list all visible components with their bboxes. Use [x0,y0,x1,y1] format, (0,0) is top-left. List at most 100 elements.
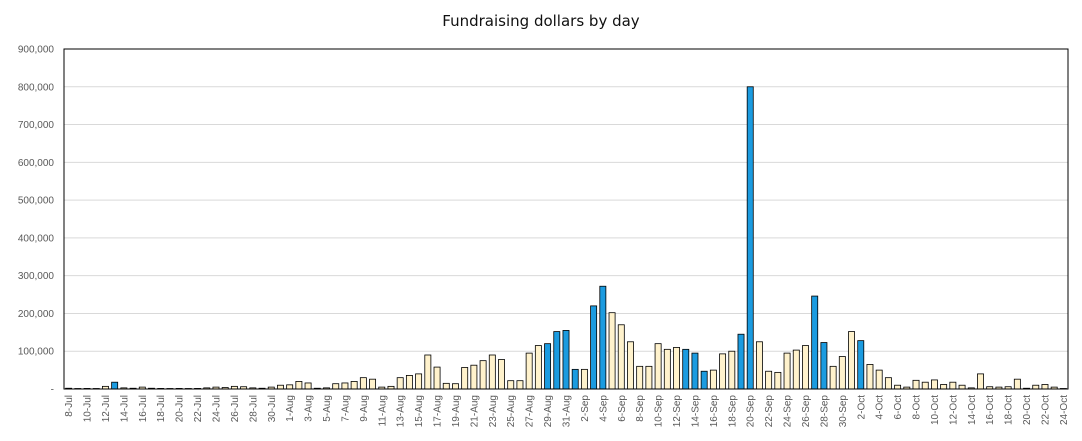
x-tick-label: 25-Aug [506,395,517,427]
bar-17-Sep [719,353,727,390]
bar-7-Aug [341,382,349,390]
x-tick-label: 20-Jul [175,395,186,422]
bar-29-Sep [829,365,837,390]
bar-20-Sep [746,86,754,390]
x-tick-label: 16-Jul [138,395,149,422]
y-tick-label: 400,000 [18,233,55,244]
axes [63,48,1069,390]
bar-9-Sep [645,365,653,390]
x-tick-label: 8-Sep [635,395,646,422]
bar-1-Sep [571,368,579,390]
bar-10-Sep [654,343,662,390]
bar-2-Aug [295,381,303,390]
y-tick-label: 300,000 [18,271,55,282]
bar-18-Aug [442,382,450,390]
x-tick-label: 10-Jul [83,395,94,422]
x-tick-label: 3-Aug [304,395,315,422]
bar-8-Oct [912,379,920,390]
bar-6-Aug [332,383,340,390]
bar-6-Oct [894,384,902,390]
bar-16-Sep [709,369,717,390]
bar-12-Sep [673,347,680,390]
bar-3-Sep [590,305,598,390]
bar-27-Sep [811,295,819,390]
plot-area-border [63,48,1069,390]
x-tick-label: 8-Oct [912,395,923,420]
x-tick-label: 26-Jul [230,395,241,422]
bar-19-Sep [737,333,745,390]
bar-28-Sep [820,342,828,390]
y-tick-label: 200,000 [18,309,55,320]
x-tick-label: 23-Aug [488,395,499,427]
bar-7-Sep [627,341,634,390]
x-tick-label: 6-Sep [617,395,628,422]
bar-26-Aug [516,380,524,390]
bar-1-Oct [848,331,855,390]
x-tick-label: 12-Sep [672,395,683,428]
bar-27-Aug [525,352,533,390]
x-tick-label: 31-Aug [562,395,573,427]
y-tick-label: 800,000 [18,82,55,93]
x-tick-label: 30-Jul [267,395,278,422]
x-tick-label: 28-Sep [819,395,830,428]
y-tick-label: - [51,385,54,396]
bar-26-Sep [802,345,809,390]
bar-28-Aug [534,345,542,390]
bar-13-Jul [111,381,119,390]
bar-4-Sep [599,285,607,390]
bar-3-Oct [866,364,874,390]
x-tick-label: 16-Sep [709,395,720,428]
bar-24-Sep [783,352,791,390]
bar-25-Sep [792,349,800,390]
x-tick-label: 20-Sep [746,395,757,428]
bar-31-Jul [277,384,284,390]
x-tick-label: 1-Aug [285,395,296,422]
bar-5-Oct [884,377,892,390]
bar-22-Aug [479,360,487,390]
y-tick-label: 600,000 [18,158,55,169]
x-tick-label: 15-Aug [414,395,425,427]
bar-23-Aug [488,354,496,390]
bar-8-Aug [350,381,358,390]
x-tick-label: 16-Oct [985,395,996,425]
bar-14-Sep [691,352,699,390]
bar-2-Sep [580,368,588,390]
bar-6-Sep [617,324,625,390]
x-tick-label: 11-Aug [377,395,388,427]
bar-10-Aug [369,378,377,390]
x-tick-label: 12-Oct [948,395,959,425]
bar-21-Sep [755,341,763,390]
bar-21-Oct [1032,384,1040,390]
x-tick-label: 26-Sep [801,395,812,428]
x-tick-label: 10-Oct [930,395,941,425]
x-tick-label: 18-Oct [1004,395,1015,425]
bar-21-Aug [470,364,478,390]
x-tick-label: 6-Oct [893,395,904,420]
x-tick-label: 28-Jul [248,395,259,422]
y-tick-label: 500,000 [18,196,55,207]
bar-19-Oct [1013,378,1021,390]
bar-17-Aug [433,366,441,390]
bar-13-Aug [396,377,404,390]
bar-31-Aug [562,330,570,390]
x-tick-label: 19-Aug [451,395,462,427]
x-tick-label: 14-Sep [690,395,701,428]
bar-4-Oct [875,369,883,390]
bar-20-Aug [461,367,469,390]
x-tick-label: 4-Oct [875,395,886,420]
chart-title: Fundraising dollars by day [442,12,640,30]
x-tick-label: 21-Aug [469,395,480,427]
y-tick-label: 900,000 [18,45,55,56]
bar-12-Oct [949,381,957,390]
x-tick-label: 4-Sep [598,395,609,422]
bar-10-Oct [931,379,938,390]
bar-19-Aug [452,383,459,390]
x-tick-label: 24-Oct [1059,395,1070,425]
bar-11-Oct [940,384,948,390]
bar-8-Sep [636,365,644,390]
x-tick-label: 7-Aug [340,395,351,422]
bar-9-Oct [921,381,929,390]
x-tick-label: 14-Oct [967,395,978,425]
bar-30-Sep [838,356,846,390]
